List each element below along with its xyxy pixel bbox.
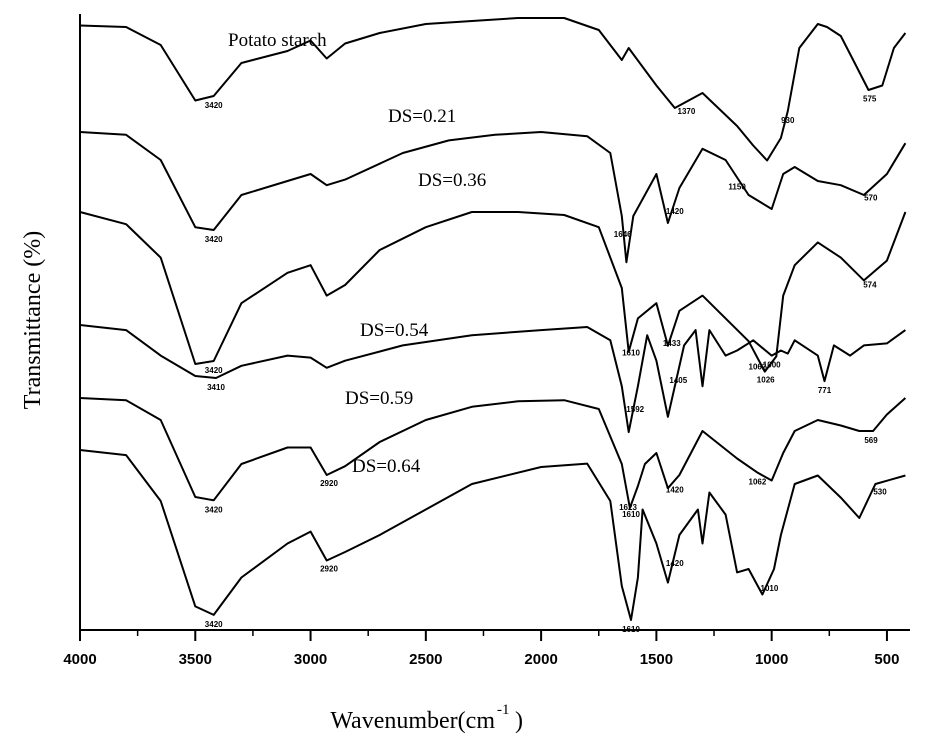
peak-label-5-3: 1610 — [622, 510, 640, 519]
peak-label-5-7: 569 — [864, 436, 878, 445]
peak-label-3-5: 1026 — [757, 375, 775, 384]
peak-label-2-5: 570 — [864, 194, 878, 203]
series-layer: Potato starch 3420 1370 930 575 DS=0.21 3420 16… — [79, 17, 907, 634]
peak-label-3-6: 574 — [863, 280, 877, 289]
peak-label-6-4: 1420 — [666, 559, 684, 568]
peak-label-4-4: 1000 — [763, 361, 781, 370]
series-line-5 — [79, 397, 907, 509]
x-tick-label-3500: 3500 — [179, 651, 212, 668]
peak-label-5-4: 1623 — [619, 503, 637, 512]
peak-label-1-4: 575 — [863, 95, 877, 104]
x-tick-label-1500: 1500 — [640, 651, 673, 668]
peak-label-5-1: 3420 — [205, 505, 223, 514]
tick-layer: 4000 3500 3000 2500 2000 1500 1000 500 — [63, 630, 899, 668]
x-axis-title: Wavenumber(cm — [330, 708, 495, 734]
peak-label-2-3: 1420 — [666, 207, 684, 216]
series-line-1 — [79, 17, 907, 162]
series-label-5: DS=0.59 — [345, 388, 413, 409]
series-label-3: DS=0.36 — [418, 170, 486, 191]
series-label-2: DS=0.21 — [388, 106, 456, 127]
peak-label-4-2: 1592 — [626, 405, 644, 414]
series-label-4: DS=0.54 — [360, 320, 429, 341]
peak-label-3-3: 1433 — [663, 339, 681, 348]
x-tick-label-2000: 2000 — [524, 651, 557, 668]
peak-label-3-1: 3420 — [205, 366, 223, 375]
x-axis-title-superscript: -1 — [497, 702, 510, 718]
peak-label-6-1: 3420 — [205, 620, 223, 629]
peak-label-5-2: 2920 — [320, 479, 338, 488]
peak-label-6-6: 530 — [873, 488, 887, 497]
series-label-1: Potato starch — [228, 30, 327, 51]
peak-label-3-4: 1062 — [749, 363, 767, 372]
series-line-4 — [79, 324, 906, 434]
x-tick-label-4000: 4000 — [63, 651, 96, 668]
peak-label-5-6: 1062 — [749, 478, 767, 487]
peak-label-1-1: 3420 — [205, 101, 223, 110]
y-axis-title: Transmittance (%) — [20, 231, 46, 409]
peak-label-3-2: 1610 — [622, 349, 640, 358]
series-line-6 — [79, 449, 906, 621]
peak-label-2-2: 1646 — [614, 230, 632, 239]
x-axis-title-close: ) — [515, 708, 523, 734]
peak-label-5-5: 1420 — [666, 485, 684, 494]
series-line-3 — [79, 211, 907, 373]
x-tick-label-500: 500 — [874, 651, 899, 668]
peak-label-2-1: 3420 — [205, 235, 223, 244]
x-tick-label-3000: 3000 — [294, 651, 327, 668]
x-tick-label-2500: 2500 — [409, 651, 442, 668]
peak-label-6-5: 1010 — [761, 584, 779, 593]
peak-label-2-4: 1150 — [728, 183, 746, 192]
series-line-2 — [79, 131, 907, 264]
peak-label-4-1: 3410 — [207, 383, 225, 392]
peak-label-4-3: 1405 — [669, 376, 687, 385]
peak-label-4-5: 771 — [818, 386, 832, 395]
peak-label-1-2: 1370 — [678, 107, 696, 116]
x-tick-label-1000: 1000 — [755, 651, 788, 668]
peak-label-1-3: 930 — [781, 116, 795, 125]
series-label-6: DS=0.64 — [352, 456, 421, 477]
peak-label-6-2: 2920 — [320, 564, 338, 573]
